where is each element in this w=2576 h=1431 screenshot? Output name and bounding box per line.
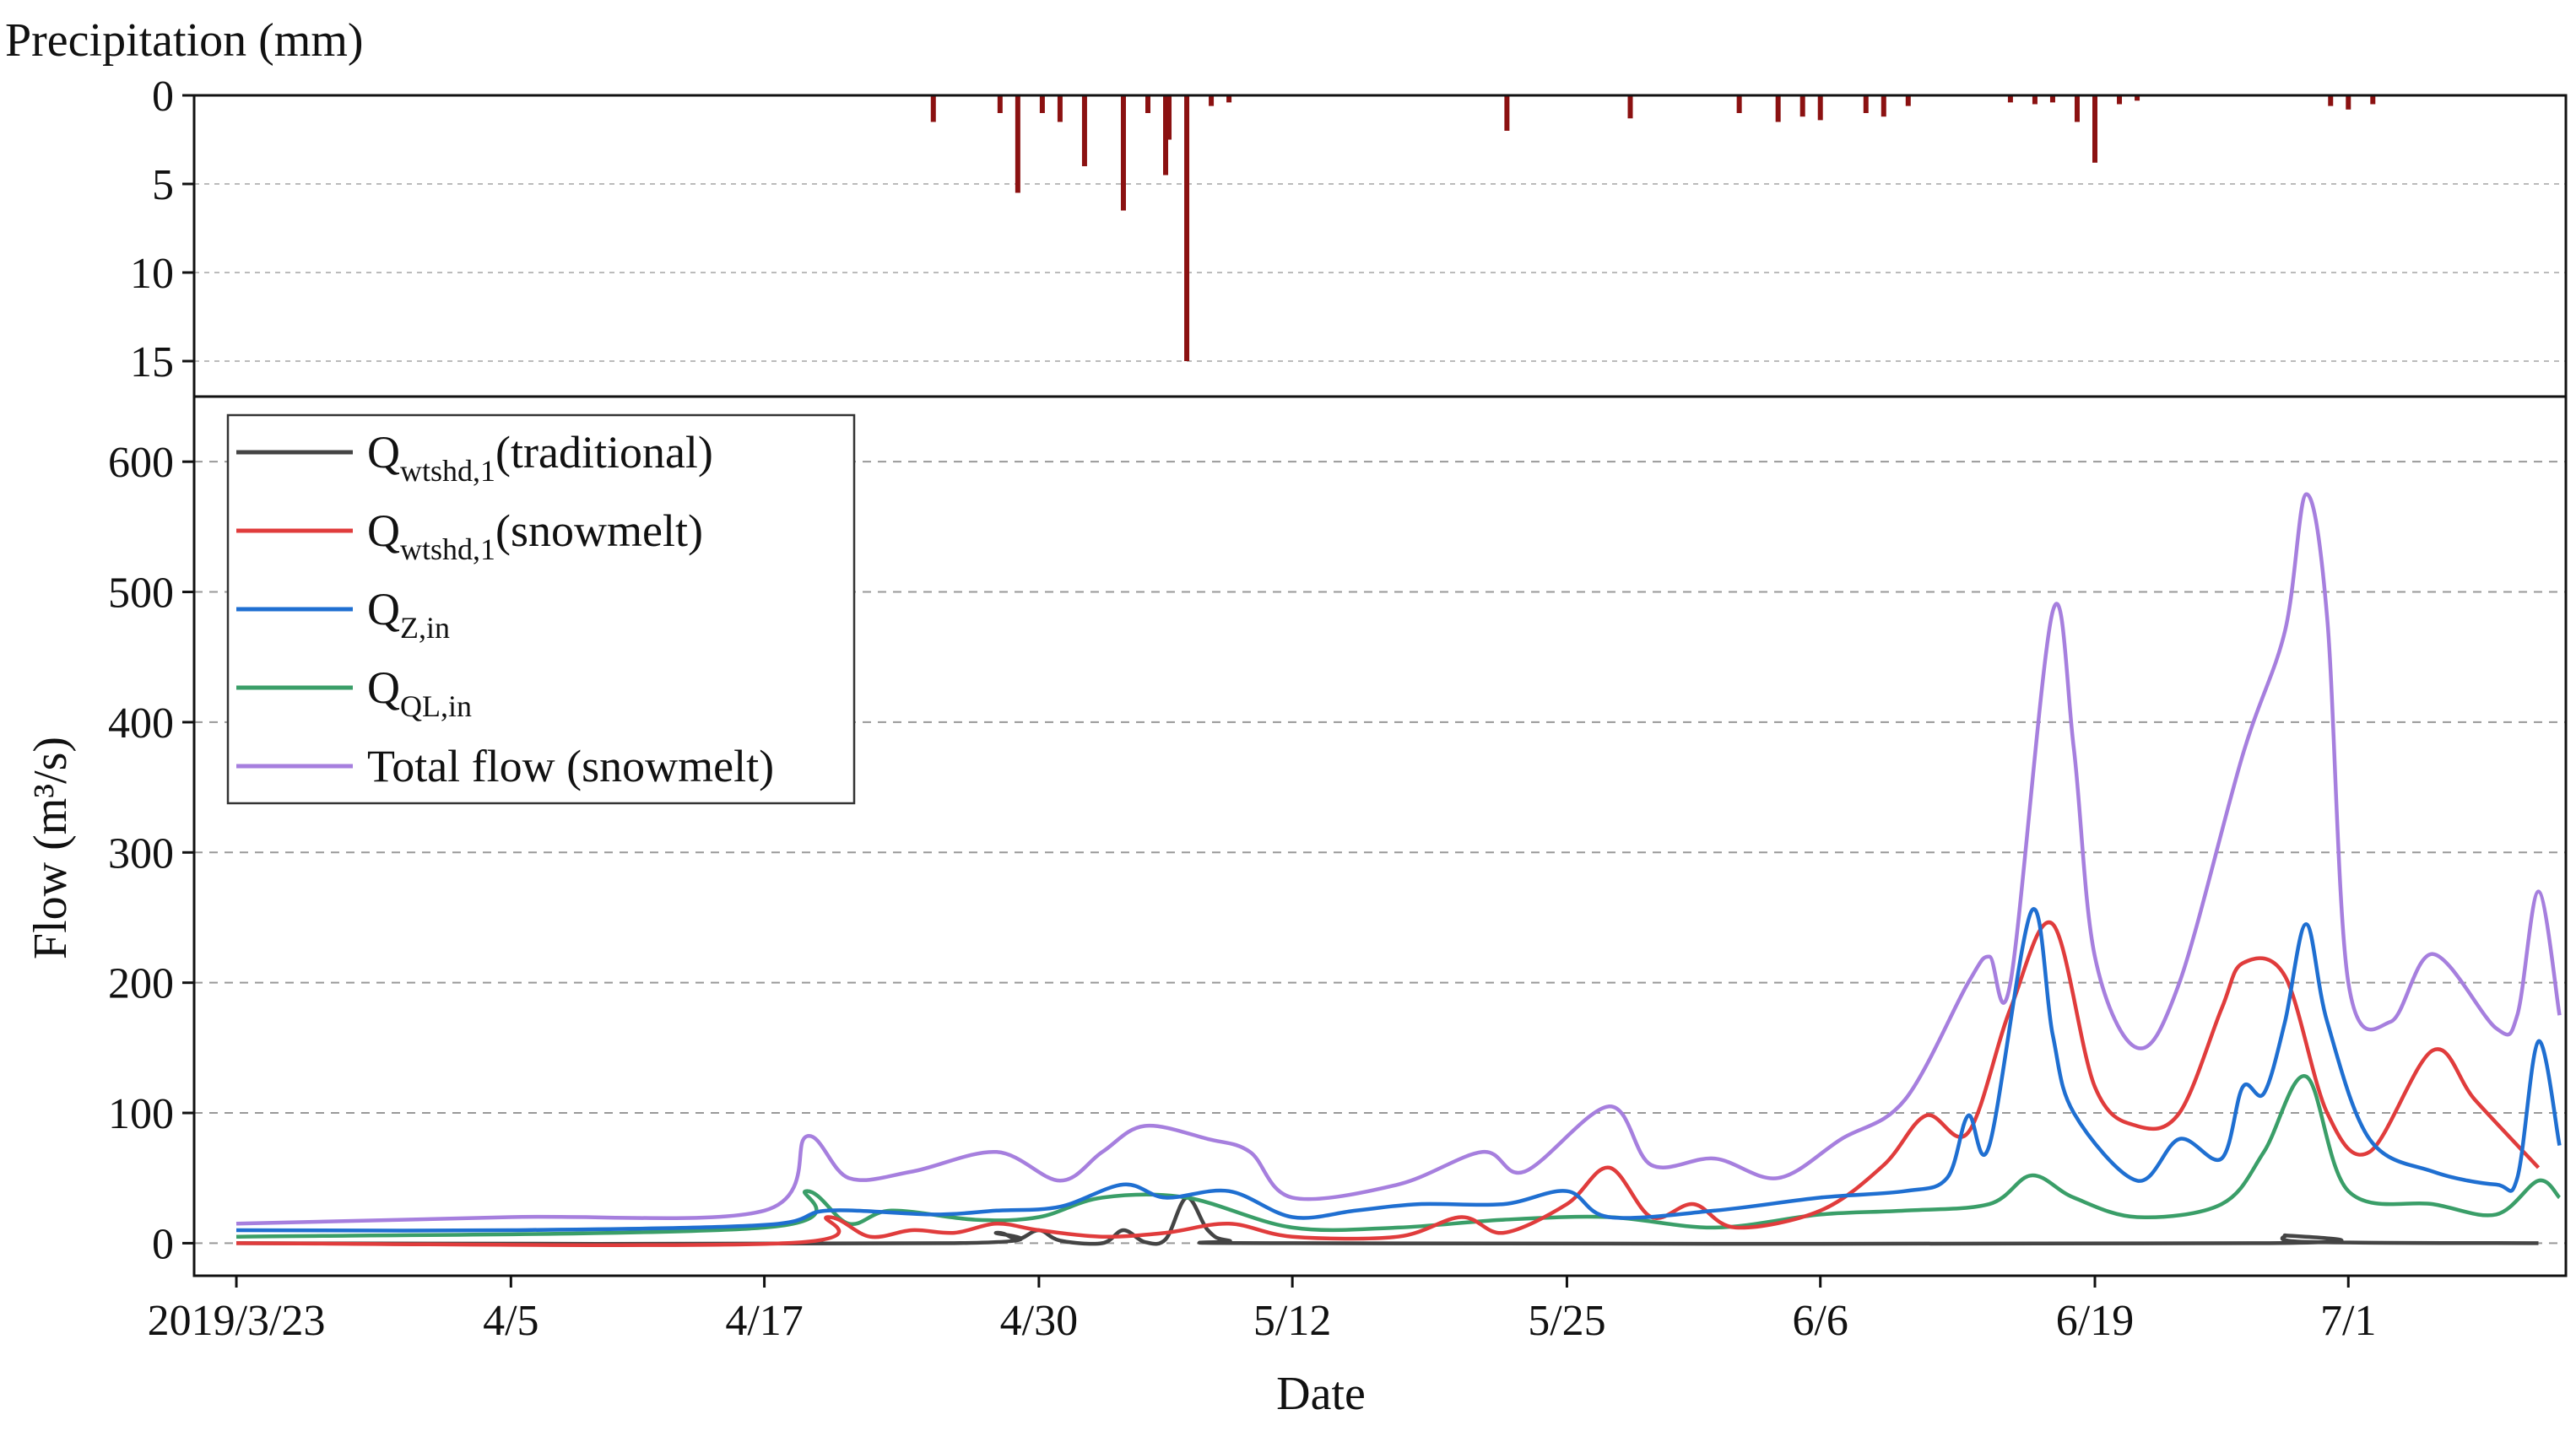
precip-bar — [2074, 95, 2080, 122]
precipitation-panel: Precipitation (mm) 0 5 10 15 — [5, 14, 2568, 398]
flow-y-tick-label: 100 — [108, 1090, 174, 1138]
precip-bar — [1736, 95, 1742, 113]
precip-bar — [930, 95, 936, 122]
precip-bars — [930, 95, 2376, 361]
flow-x-tick-label: 7/1 — [2320, 1297, 2376, 1345]
precip-gridlines — [194, 183, 2566, 362]
flow-x-axis-title: Date — [1276, 1368, 1366, 1420]
precip-bar — [1015, 95, 1020, 193]
precip-bar — [2370, 95, 2376, 105]
legend-label: QZ,in — [367, 584, 450, 645]
precip-bar — [1184, 95, 1190, 361]
precip-bar — [1627, 95, 1633, 119]
flow-y-tick-label: 400 — [108, 699, 174, 748]
precip-bar — [1905, 95, 1911, 106]
precip-bar — [997, 95, 1003, 113]
flow-x-tick-label: 5/25 — [1528, 1297, 1605, 1345]
flow-x-tick-label: 5/12 — [1253, 1297, 1331, 1345]
flow-y-tick-label: 500 — [108, 570, 174, 618]
precip-bar — [2092, 95, 2098, 163]
flow-legend: Qwtshd,1(traditional) Qwtshd,1(snowmelt) Q… — [226, 413, 856, 805]
flow-y-axis-title: Flow (m³/s) — [24, 737, 77, 959]
precip-bar — [1881, 95, 1886, 117]
precip-y-ticks: 0 5 10 15 — [130, 73, 194, 386]
precip-bar — [1166, 95, 1172, 140]
flow-y-tick-label: 600 — [108, 439, 174, 487]
flow-y-tick-label: 0 — [152, 1220, 174, 1268]
precip-bar — [2117, 95, 2123, 105]
precip-bar — [2007, 95, 2013, 103]
flow-y-ticks: 0 100 200 300 400 500 600 — [108, 439, 194, 1268]
legend-label: QQL,in — [367, 662, 472, 723]
precip-bar — [2328, 95, 2334, 106]
flow-x-tick-label: 6/19 — [2056, 1297, 2134, 1345]
precip-bar — [1145, 95, 1151, 113]
precip-bar — [1209, 95, 1215, 106]
precip-y-tick-label: 0 — [152, 73, 174, 121]
precip-bar — [1863, 95, 1869, 113]
precip-y-tick-label: 5 — [152, 161, 174, 209]
flow-panel: 0 100 200 300 400 500 600 2019/3/23 4/5 4/17 4/30… — [24, 395, 2568, 1420]
legend-label: Qwtshd,1(traditional) — [367, 427, 713, 488]
precip-bar — [2346, 95, 2351, 110]
flow-x-tick-label: 2019/3/23 — [148, 1297, 326, 1345]
flow-x-ticks: 2019/3/23 4/5 4/17 4/30 5/12 5/25 6/6 6/19 7/1 — [148, 1276, 2376, 1345]
precip-bar — [1057, 95, 1063, 122]
precip-bar — [1039, 95, 1045, 113]
flow-series-line — [235, 492, 2562, 1226]
precip-bar — [1799, 95, 1805, 117]
flow-plot-frame — [192, 395, 2568, 1277]
legend-label: Total flow (snowmelt) — [367, 741, 774, 791]
precip-y-tick-label: 10 — [130, 250, 174, 298]
flow-series-line — [235, 920, 2541, 1247]
precip-y-tick-label: 15 — [130, 338, 174, 386]
precip-bar — [2049, 95, 2055, 103]
flow-series-line — [235, 1074, 2562, 1239]
flow-x-tick-label: 4/17 — [725, 1297, 803, 1345]
precip-bar — [1226, 95, 1232, 103]
flow-x-tick-label: 4/5 — [483, 1297, 538, 1345]
precip-bar — [2032, 95, 2038, 105]
legend-label: Qwtshd,1(snowmelt) — [367, 505, 703, 566]
flow-y-tick-label: 200 — [108, 960, 174, 1008]
precip-bar — [1504, 95, 1510, 131]
precip-bar — [1120, 95, 1126, 211]
flow-series-line — [235, 907, 2562, 1233]
flow-x-tick-label: 6/6 — [1792, 1297, 1848, 1345]
precip-bar — [1163, 95, 1169, 176]
flow-y-tick-label: 300 — [108, 829, 174, 878]
flow-x-tick-label: 4/30 — [1000, 1297, 1078, 1345]
precip-bar — [1081, 95, 1087, 166]
flow-series-lines — [235, 492, 2562, 1247]
precip-axis-title: Precipitation (mm) — [5, 14, 364, 67]
precip-bar — [1775, 95, 1781, 122]
precip-bar — [2135, 95, 2140, 101]
precip-bar — [1817, 95, 1823, 121]
